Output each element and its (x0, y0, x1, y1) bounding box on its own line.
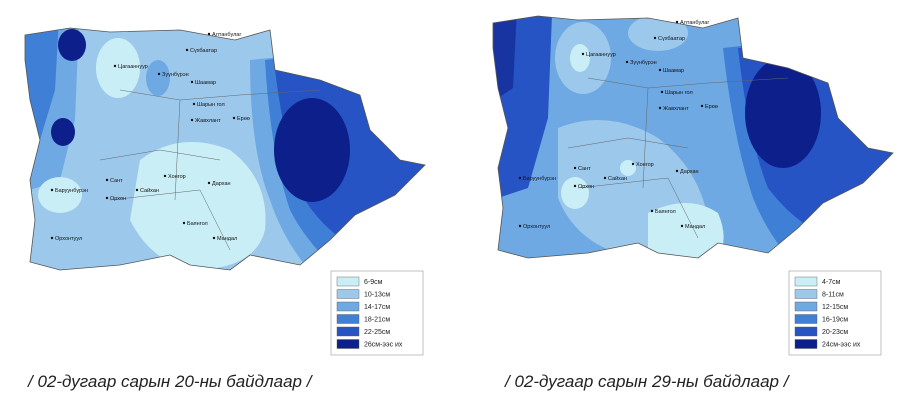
legend-swatch (794, 339, 818, 349)
legend-label: 14-17см (364, 304, 390, 311)
legend-swatch (794, 301, 818, 312)
place-dot (207, 32, 211, 36)
place-dot (190, 118, 194, 122)
place-label: Сайхан (140, 187, 159, 194)
legend-swatch (794, 289, 818, 299)
place-dot (135, 188, 139, 192)
legend-swatch (336, 276, 360, 287)
place-dot (192, 102, 196, 106)
place-label: Орхонтуул (55, 236, 82, 242)
place-label: Цагааннуур (118, 64, 148, 70)
legend-label: 26см-ээс их (364, 342, 403, 349)
place-label: Шарын гол (197, 102, 225, 108)
place-label: Орхон (578, 184, 594, 190)
place-dot (232, 116, 236, 120)
legend-label: 16-19см (822, 317, 848, 324)
place-dot (680, 224, 684, 228)
place-label: Сүхбаатар (190, 48, 217, 54)
place-dot (650, 209, 654, 213)
map-right: Алтанбулаг Сүхбаатар Цагааннуур Зүүнбүрэн Ша… (492, 15, 894, 259)
place-dot (658, 68, 662, 72)
place-label: Сант (578, 166, 591, 172)
place-dot (518, 176, 522, 180)
legend-label: 20-23см (822, 329, 848, 336)
legend-swatch (336, 301, 360, 312)
place-label: Мандал (685, 224, 705, 230)
place-label: Орхонтуул (523, 224, 550, 230)
caption: / 02-дугаар сарын 20-ны байдлаар / (28, 372, 312, 391)
place-label: Сүхбаатар (658, 36, 685, 42)
place-dot (113, 64, 117, 68)
legend-label: 4-7см (822, 279, 841, 286)
place-label: Зүүнбүрэн (162, 72, 189, 78)
legend-swatch (336, 314, 360, 324)
place-label: Шарын гол (665, 90, 693, 96)
place-label: Хонгор (636, 162, 654, 168)
legend-swatch (336, 289, 360, 299)
place-label: Дархан (212, 181, 231, 187)
place-label: Мандал (217, 236, 237, 242)
legend-swatch (336, 339, 360, 349)
legend-swatch (794, 314, 818, 324)
place-dot (50, 236, 54, 240)
place-label: Шаамар (663, 68, 684, 74)
place-dot (653, 36, 657, 40)
place-dot (660, 90, 664, 94)
place-label: Орхон (110, 196, 126, 202)
legend-label: 12-15см (822, 304, 848, 311)
place-label: Хонгор (168, 174, 186, 180)
place-dot (185, 48, 189, 52)
place-label: Алтанбулаг (212, 32, 241, 38)
place-label: Шаамар (195, 80, 216, 86)
place-dot (631, 162, 635, 166)
place-dot (700, 104, 704, 108)
legend-swatch (336, 326, 360, 337)
place-label: Зүүнбүрэн (630, 60, 657, 66)
legend-label: 8-11см (822, 292, 844, 299)
place-label: Сант (110, 178, 123, 184)
legend-swatch (794, 326, 818, 337)
place-label: Цагааннуур (586, 52, 616, 58)
place-dot (157, 72, 161, 76)
place-dot (105, 178, 109, 182)
place-dot (625, 60, 629, 64)
place-label: Сайхан (608, 175, 627, 182)
place-label: Баянгол (187, 221, 208, 227)
place-label: Баянгол (655, 209, 676, 215)
place-dot (212, 236, 216, 240)
place-label: Ерөө (705, 104, 718, 110)
place-label: Баруунбүрэн (523, 176, 556, 182)
maps: Алтанбулаг Сүхбаатар Цагааннуур Зүүнбүрэн Ша… (24, 15, 894, 356)
place-dot (603, 176, 607, 180)
legend-label: 22-25см (364, 329, 390, 336)
place-dot (573, 166, 577, 170)
place-label: Баруунбүрэн (55, 188, 88, 194)
place-dot (573, 184, 577, 188)
place-dot (190, 80, 194, 84)
place-dot (207, 181, 211, 185)
place-label: Алтанбулаг (680, 20, 709, 26)
caption: / 02-дугаар сарын 29-ны байдлаар / (505, 372, 789, 391)
place-label: Дархан (680, 169, 699, 175)
place-label: Жавхлант (195, 118, 221, 124)
legend-label: 6-9см (364, 279, 383, 286)
place-dot (658, 106, 662, 110)
legend-label: 18-21см (364, 317, 390, 324)
place-dot (675, 169, 679, 173)
place-dot (182, 221, 186, 225)
legend-label: 24см-ээс их (822, 342, 861, 349)
place-dot (163, 174, 167, 178)
place-dot (581, 52, 585, 56)
legend-label: 10-13см (364, 292, 390, 299)
place-dot (105, 196, 109, 200)
legend-swatch (794, 276, 818, 287)
place-label: Жавхлант (663, 106, 689, 112)
place-dot (50, 188, 54, 192)
place-dot (518, 224, 522, 228)
place-label: Ерөө (237, 116, 250, 122)
map-left: Алтанбулаг Сүхбаатар Цагааннуур Зүүнбүрэн Ша… (24, 27, 426, 271)
place-dot (675, 20, 679, 24)
